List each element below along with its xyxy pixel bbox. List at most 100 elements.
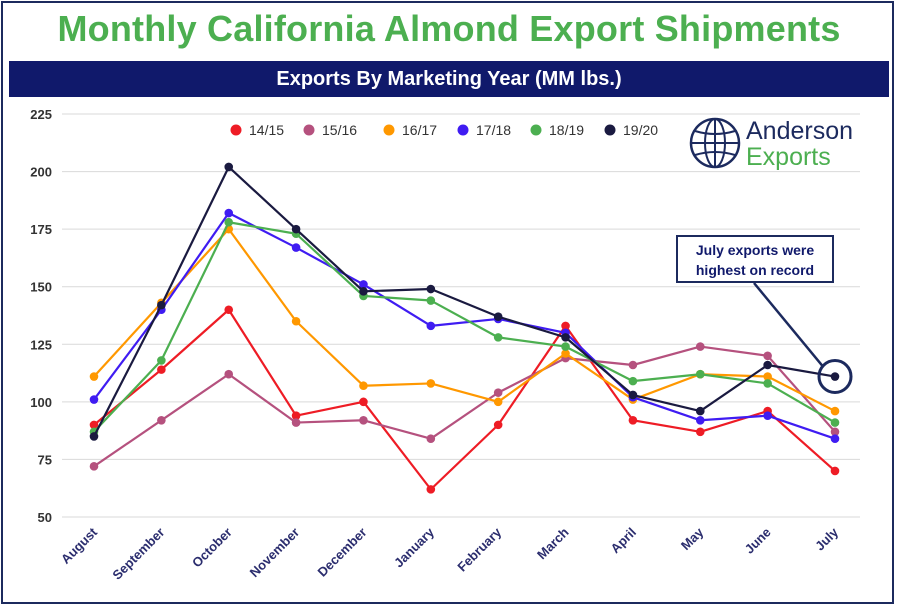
data-point: [493, 388, 503, 397]
data-point: [426, 296, 436, 305]
series-line-18-19: [93, 221, 836, 433]
data-point: [695, 342, 705, 351]
x-tick-label: June: [742, 525, 774, 557]
data-point: [695, 406, 705, 416]
data-point: [224, 305, 234, 315]
data-point: [291, 411, 301, 420]
data-point: [426, 434, 436, 444]
data-point: [89, 432, 99, 441]
page-title: Monthly California Almond Export Shipmen…: [57, 8, 841, 49]
data-point: [157, 300, 166, 310]
y-tick-label: 100: [30, 395, 52, 410]
data-point: [291, 243, 301, 252]
data-point: [291, 418, 301, 427]
data-point: [426, 485, 436, 494]
x-tick-label: December: [315, 525, 370, 580]
data-point: [291, 224, 301, 234]
data-point: [224, 162, 234, 172]
data-point: [695, 369, 705, 379]
data-point: [561, 333, 570, 342]
x-tick-label: April: [607, 525, 639, 557]
data-point: [89, 420, 99, 430]
x-tick-label: March: [534, 524, 572, 562]
data-point: [89, 462, 99, 471]
series-line-14-15: [93, 308, 836, 491]
legend-marker: [303, 124, 315, 136]
x-tick-label: February: [454, 524, 504, 574]
data-point: [830, 406, 840, 416]
data-point: [224, 217, 234, 227]
globe-icon: [689, 117, 741, 169]
y-tick-label: 225: [30, 107, 52, 122]
data-point: [157, 415, 166, 425]
data-point: [830, 434, 840, 444]
data-point: [359, 287, 368, 296]
data-point: [493, 397, 503, 407]
legend-label: 14/15: [249, 122, 284, 138]
x-tick-label: May: [678, 524, 707, 553]
data-point: [561, 349, 570, 358]
x-tick-label: January: [391, 524, 437, 570]
data-point: [359, 397, 368, 407]
data-point: [628, 390, 638, 400]
data-point: [695, 415, 705, 425]
data-point: [291, 316, 301, 326]
legend-label: 15/16: [322, 122, 357, 138]
legend-label: 16/17: [402, 122, 437, 138]
legend-label: 19/20: [623, 122, 658, 138]
x-tick-label: October: [189, 525, 235, 571]
data-point: [830, 418, 840, 427]
series-line-16-17: [93, 228, 836, 413]
legend-label: 17/18: [476, 122, 511, 138]
y-tick-label: 175: [30, 222, 52, 237]
data-point: [89, 372, 99, 381]
series-line-19-20: [93, 165, 836, 437]
legend-marker: [383, 124, 395, 136]
y-tick-label: 75: [38, 452, 52, 467]
data-point: [359, 415, 368, 425]
logo-text-exports: Exports: [746, 143, 831, 171]
data-point: [89, 395, 99, 404]
y-tick-label: 125: [30, 337, 52, 352]
data-point: [763, 360, 772, 370]
data-point: [763, 351, 772, 361]
legend-marker: [530, 124, 542, 136]
data-point: [493, 420, 503, 430]
data-point: [493, 312, 503, 321]
data-point: [695, 427, 705, 437]
chart-subtitle-banner: Exports By Marketing Year (MM lbs.): [9, 61, 889, 97]
callout-line-2: highest on record: [695, 262, 815, 278]
data-point: [561, 321, 570, 331]
series-line-15-16: [93, 345, 836, 468]
data-point: [224, 208, 234, 218]
data-point: [426, 321, 436, 331]
x-tick-label: July: [812, 524, 842, 554]
logo-text-anderson: Anderson: [746, 117, 854, 145]
data-point: [628, 376, 638, 386]
callout-pointer: [753, 282, 824, 368]
legend-marker: [457, 124, 469, 136]
x-tick-label: November: [247, 525, 303, 581]
data-point: [359, 280, 368, 289]
data-point: [763, 411, 772, 420]
data-point: [628, 360, 638, 370]
callout-highlight-ring: [817, 359, 853, 395]
data-point: [830, 427, 840, 437]
data-point: [830, 466, 840, 476]
data-point: [224, 369, 234, 379]
chart-subtitle: Exports By Marketing Year (MM lbs.): [276, 67, 622, 90]
legend-marker: [604, 124, 616, 136]
data-point: [763, 372, 772, 381]
data-point: [157, 365, 166, 374]
series-line-17-18: [93, 211, 836, 440]
legend-marker: [230, 124, 242, 136]
data-point: [763, 379, 772, 388]
y-tick-label: 50: [38, 510, 52, 525]
y-tick-label: 150: [30, 280, 52, 295]
callout-line-1: July exports were: [695, 242, 815, 258]
july-callout: July exports were highest on record: [676, 235, 834, 283]
data-point: [359, 381, 368, 391]
data-point: [426, 379, 436, 388]
